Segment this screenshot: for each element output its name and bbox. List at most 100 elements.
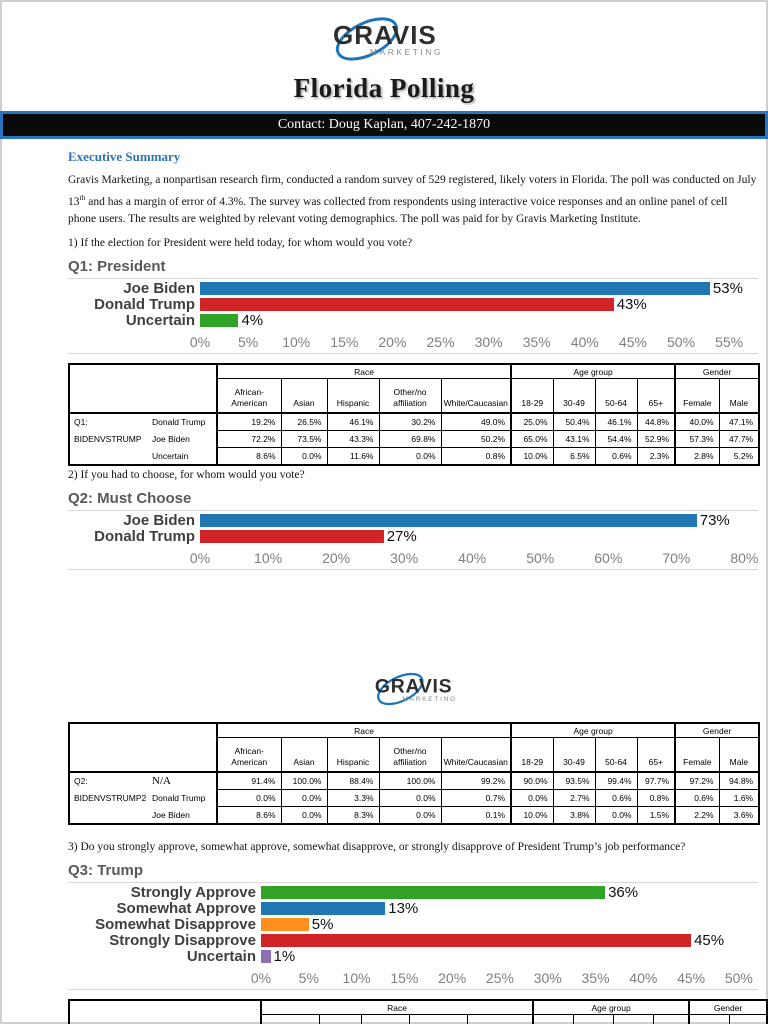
bar-value-label: 36% xyxy=(608,884,639,902)
value-cell: 0.0% xyxy=(378,805,442,825)
value-cell: 2.2% xyxy=(674,805,720,825)
bar-category-label: Strongly Disapprove xyxy=(109,932,256,950)
value-cell: 90.0% xyxy=(510,771,554,790)
bar xyxy=(261,886,606,900)
value-cell: 47.7% xyxy=(718,429,760,448)
column-header: Asian xyxy=(280,737,328,773)
axis-tick-label: 55% xyxy=(715,333,744,350)
value-cell: 0.1% xyxy=(440,805,512,825)
chart-title: Q3: Trump xyxy=(68,861,144,879)
axis-tick-label: 0% xyxy=(189,549,211,566)
bar xyxy=(261,918,309,932)
bar-track: 5% xyxy=(261,917,758,933)
question-id: Q2: xyxy=(74,775,88,786)
value-cell: 91.4% xyxy=(216,771,282,790)
value-cell: 40.0% xyxy=(674,412,720,431)
q2-must-choose-chart: Q2: Must Choose Joe Biden 73% Donald Trump 2… xyxy=(68,490,758,570)
bar-category-label: Donald Trump xyxy=(94,528,195,546)
logo-text: GRAVIS xyxy=(375,676,452,698)
table-row: Donald Trump 0.0% 0.0% 3.3% 0.0% 0.7% 0.0% 2.7%… xyxy=(69,788,760,807)
value-cell: 0.0% xyxy=(378,788,442,807)
axis-tick-label: 30% xyxy=(533,969,562,986)
value-cell: 43.3% xyxy=(326,429,380,448)
column-header: African- American xyxy=(216,378,282,414)
bar xyxy=(200,298,614,312)
question-1-text: 1) If the election for President were he… xyxy=(68,236,413,249)
answer-label-cell: Joe Biden xyxy=(147,806,218,824)
bar-value-label: 73% xyxy=(699,512,730,530)
axis-tick-label: 35% xyxy=(522,333,551,350)
column-header: Male xyxy=(718,737,760,773)
axis-tick-label: 30% xyxy=(474,333,503,350)
table-corner-cell xyxy=(69,999,262,1024)
axis-tick-label: 50% xyxy=(724,969,753,986)
value-cell: 0.0% xyxy=(510,788,554,807)
column-header: Male xyxy=(728,1014,768,1024)
column-header: Male xyxy=(718,378,760,414)
value-cell: 44.8% xyxy=(636,412,676,431)
column-header: Asian xyxy=(280,378,328,414)
bar-track: 53% xyxy=(200,281,758,297)
bar-value-label: 43% xyxy=(616,296,647,314)
table-corner-cell xyxy=(69,722,218,773)
value-cell: 0.7% xyxy=(440,788,512,807)
contact-text: Contact: Doug Kaplan, 407-242-1870 xyxy=(277,117,491,132)
q3-trump-approval-chart: Q3: Trump Strongly Approve 36% Somewhat App… xyxy=(68,862,758,990)
bar xyxy=(261,902,386,916)
value-cell: 11.6% xyxy=(326,446,380,466)
value-cell: 99.2% xyxy=(440,771,512,790)
bar-category-label: Somewhat Approve xyxy=(116,900,256,918)
value-cell: 88.4% xyxy=(326,771,380,790)
bar-track: 36% xyxy=(261,885,758,901)
value-cell: 8.6% xyxy=(216,805,282,825)
column-header: 18-29 xyxy=(532,1014,574,1024)
axis-tick-label: 60% xyxy=(594,549,623,566)
axis-tick-label: 40% xyxy=(458,549,487,566)
value-cell: 1.6% xyxy=(718,788,760,807)
table-group-header-row: Race Age group Gender xyxy=(69,999,768,1024)
column-header: African- American xyxy=(260,1014,320,1024)
column-header: Female xyxy=(688,1014,730,1024)
bar-track: 43% xyxy=(200,297,758,313)
answer-label-cell: Joe Biden xyxy=(147,430,218,448)
column-group-header: Race xyxy=(215,722,512,739)
logo-swoosh-icon xyxy=(377,672,424,705)
chart-x-axis: 0% 10% 20% 30% 40% 50% 60% 70% 80% xyxy=(190,547,759,569)
column-header: 65+ xyxy=(636,737,676,773)
column-header: Other/no affiliation xyxy=(408,1014,468,1024)
axis-tick-label: 20% xyxy=(378,333,407,350)
axis-tick-label: 70% xyxy=(662,549,691,566)
value-cell: 93.5% xyxy=(552,771,596,790)
question-2-text: 2) If you had to choose, for whom would … xyxy=(68,468,305,481)
column-group-header: Race xyxy=(259,999,534,1016)
contact-bar: Contact: Doug Kaplan, 407-242-1870 xyxy=(0,111,768,139)
column-header: Female xyxy=(674,737,720,773)
logo-subtext: MARKETING xyxy=(403,696,457,703)
column-header: White/Caucasian xyxy=(440,378,512,414)
value-cell: 46.1% xyxy=(594,412,638,431)
value-cell: 43.1% xyxy=(552,429,596,448)
value-cell: 8.6% xyxy=(216,446,282,466)
value-cell: 0.6% xyxy=(674,788,720,807)
value-cell: 26.5% xyxy=(280,412,328,431)
bar-row: Donald Trump 43% xyxy=(68,297,758,313)
value-cell: 49.0% xyxy=(440,412,512,431)
value-cell: 97.2% xyxy=(674,771,720,790)
value-cell: 99.4% xyxy=(594,771,638,790)
bar-track: 1% xyxy=(261,949,758,965)
answer-label-cell: Donald Trump xyxy=(147,412,218,431)
axis-tick-label: 15% xyxy=(330,333,359,350)
value-cell: 57.3% xyxy=(674,429,720,448)
column-group-header: Gender xyxy=(674,722,760,739)
column-header: 18-29 xyxy=(510,378,554,414)
bar-value-label: 13% xyxy=(388,900,419,918)
q1-crosstab-table: Race Age group Gender African- American Asia… xyxy=(68,362,761,466)
bar-category-label: Uncertain xyxy=(186,948,256,966)
column-header: 30-49 xyxy=(552,737,596,773)
chart-plot-area: Joe Biden 73% Donald Trump 27% 0% 10% 20% 30% 40… xyxy=(68,509,759,570)
logo-subtext: MARKETING xyxy=(370,47,443,57)
value-cell: 0.0% xyxy=(594,805,638,825)
